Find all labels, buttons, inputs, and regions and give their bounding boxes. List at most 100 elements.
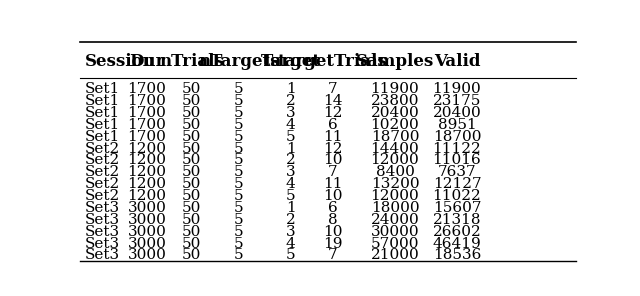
Text: 6: 6 [328,118,338,132]
Text: 11022: 11022 [433,189,481,203]
Text: 23175: 23175 [433,94,481,108]
Text: nTargets: nTargets [198,53,280,70]
Text: 7: 7 [328,165,338,179]
Text: 1200: 1200 [127,189,166,203]
Text: Dur: Dur [129,53,164,70]
Text: Set2: Set2 [85,165,120,179]
Text: 12000: 12000 [371,153,419,167]
Text: 11016: 11016 [433,153,481,167]
Text: 30000: 30000 [371,225,419,239]
Text: 1: 1 [286,82,296,96]
Text: 5: 5 [234,82,244,96]
Text: 50: 50 [182,106,202,120]
Text: 5: 5 [234,118,244,132]
Text: 11900: 11900 [433,82,481,96]
Text: 57000: 57000 [371,237,419,251]
Text: 15607: 15607 [433,201,481,215]
Text: 50: 50 [182,177,202,191]
Text: 26602: 26602 [433,225,481,239]
Text: 3000: 3000 [127,201,166,215]
Text: 50: 50 [182,213,202,227]
Text: 50: 50 [182,141,202,155]
Text: 10200: 10200 [371,118,419,132]
Text: 46419: 46419 [433,237,481,251]
Text: 5: 5 [234,141,244,155]
Text: 5: 5 [234,225,244,239]
Text: 5: 5 [286,189,296,203]
Text: Set2: Set2 [85,177,120,191]
Text: 10: 10 [323,225,342,239]
Text: 18700: 18700 [433,130,481,144]
Text: 1700: 1700 [127,106,166,120]
Text: 20400: 20400 [371,106,419,120]
Text: 2: 2 [286,94,296,108]
Text: 5: 5 [234,177,244,191]
Text: 7637: 7637 [438,165,476,179]
Text: 1700: 1700 [127,130,166,144]
Text: 2: 2 [286,213,296,227]
Text: 50: 50 [182,94,202,108]
Text: Set2: Set2 [85,153,120,167]
Text: Set3: Set3 [85,237,120,251]
Text: 5: 5 [234,201,244,215]
Text: Set3: Set3 [85,248,120,263]
Text: nTrials: nTrials [159,53,224,70]
Text: 5: 5 [234,165,244,179]
Text: Valid: Valid [434,53,480,70]
Text: Set1: Set1 [85,82,120,96]
Text: 3000: 3000 [127,248,166,263]
Text: 19: 19 [323,237,342,251]
Text: Set1: Set1 [85,118,120,132]
Text: 5: 5 [234,237,244,251]
Text: 1700: 1700 [127,82,166,96]
Text: 50: 50 [182,201,202,215]
Text: 10: 10 [323,189,342,203]
Text: 50: 50 [182,225,202,239]
Text: 8400: 8400 [376,165,414,179]
Text: 12: 12 [323,141,342,155]
Text: 11122: 11122 [433,141,481,155]
Text: 11: 11 [323,130,342,144]
Text: Target: Target [261,53,321,70]
Text: 5: 5 [234,189,244,203]
Text: 1200: 1200 [127,141,166,155]
Text: 3: 3 [286,225,296,239]
Text: 3000: 3000 [127,237,166,251]
Text: 11900: 11900 [371,82,419,96]
Text: 5: 5 [286,248,296,263]
Text: Set2: Set2 [85,189,120,203]
Text: 20400: 20400 [433,106,481,120]
Text: 14400: 14400 [371,141,419,155]
Text: 21318: 21318 [433,213,481,227]
Text: 7: 7 [328,82,338,96]
Text: 50: 50 [182,118,202,132]
Text: 50: 50 [182,82,202,96]
Text: 5: 5 [234,213,244,227]
Text: 21000: 21000 [371,248,419,263]
Text: 5: 5 [234,106,244,120]
Text: 5: 5 [234,248,244,263]
Text: 18700: 18700 [371,130,419,144]
Text: 13200: 13200 [371,177,419,191]
Text: 11: 11 [323,177,342,191]
Text: 6: 6 [328,201,338,215]
Text: targetTrials: targetTrials [278,53,388,70]
Text: 1: 1 [286,141,296,155]
Text: 23800: 23800 [371,94,419,108]
Text: 24000: 24000 [371,213,419,227]
Text: Set3: Set3 [85,201,120,215]
Text: 5: 5 [234,94,244,108]
Text: 3000: 3000 [127,225,166,239]
Text: 18536: 18536 [433,248,481,263]
Text: Set3: Set3 [85,213,120,227]
Text: 2: 2 [286,153,296,167]
Text: 50: 50 [182,189,202,203]
Text: 1700: 1700 [127,118,166,132]
Text: 4: 4 [286,177,296,191]
Text: Samples: Samples [356,53,434,70]
Text: 5: 5 [234,130,244,144]
Text: 1200: 1200 [127,177,166,191]
Text: 8: 8 [328,213,338,227]
Text: 12000: 12000 [371,189,419,203]
Text: Set1: Set1 [85,94,120,108]
